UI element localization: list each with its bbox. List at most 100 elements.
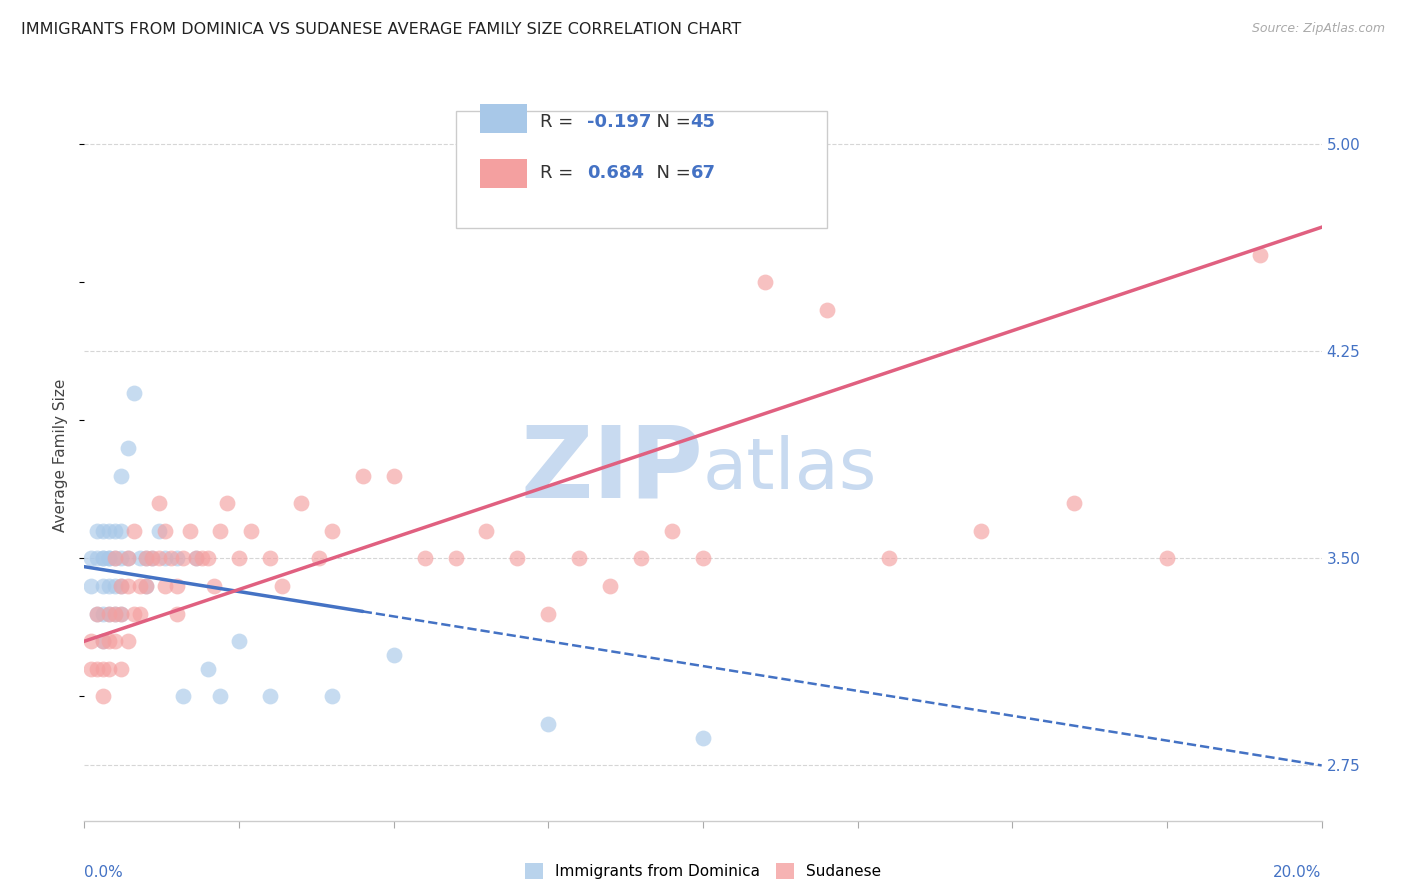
Point — [506, 551, 529, 566]
Point — [209, 690, 232, 704]
Point — [160, 551, 183, 566]
Point — [91, 690, 114, 704]
Point — [172, 690, 194, 704]
Text: N =: N = — [645, 113, 696, 131]
Point — [110, 607, 132, 621]
Point — [79, 662, 101, 676]
Point — [86, 551, 108, 566]
Text: 0.684: 0.684 — [586, 164, 644, 182]
Point — [110, 607, 132, 621]
Point — [110, 468, 132, 483]
Point — [104, 634, 127, 648]
Point — [197, 662, 219, 676]
Point — [117, 634, 139, 648]
Point — [215, 496, 238, 510]
Point — [413, 551, 436, 566]
Point — [692, 731, 714, 745]
Point — [197, 551, 219, 566]
Text: 67: 67 — [690, 164, 716, 182]
Point — [135, 551, 157, 566]
Text: -0.197: -0.197 — [586, 113, 651, 131]
Text: 45: 45 — [690, 113, 716, 131]
Point — [104, 607, 127, 621]
Point — [79, 579, 101, 593]
Point — [444, 551, 467, 566]
FancyBboxPatch shape — [481, 103, 527, 133]
Point — [153, 579, 176, 593]
Point — [191, 551, 214, 566]
Point — [1063, 496, 1085, 510]
Point — [104, 607, 127, 621]
Point — [1156, 551, 1178, 566]
Point — [537, 607, 560, 621]
Point — [98, 579, 121, 593]
Point — [877, 551, 900, 566]
Point — [98, 607, 121, 621]
Point — [382, 468, 405, 483]
Point — [308, 551, 330, 566]
Point — [86, 607, 108, 621]
Point — [104, 551, 127, 566]
Point — [184, 551, 207, 566]
Point — [202, 579, 225, 593]
FancyBboxPatch shape — [481, 159, 527, 188]
Point — [129, 551, 152, 566]
Point — [104, 524, 127, 538]
Text: 0.0%: 0.0% — [84, 864, 124, 880]
Point — [141, 551, 163, 566]
Point — [86, 662, 108, 676]
Point — [692, 551, 714, 566]
Point — [321, 524, 343, 538]
Point — [259, 690, 281, 704]
Point — [290, 496, 312, 510]
Point — [135, 579, 157, 593]
Point — [352, 468, 374, 483]
Point — [209, 524, 232, 538]
Text: Source: ZipAtlas.com: Source: ZipAtlas.com — [1251, 22, 1385, 36]
Point — [122, 607, 145, 621]
Point — [148, 524, 170, 538]
Text: IMMIGRANTS FROM DOMINICA VS SUDANESE AVERAGE FAMILY SIZE CORRELATION CHART: IMMIGRANTS FROM DOMINICA VS SUDANESE AVE… — [21, 22, 741, 37]
Point — [98, 607, 121, 621]
Point — [91, 662, 114, 676]
Point — [86, 524, 108, 538]
Point — [110, 662, 132, 676]
Y-axis label: Average Family Size: Average Family Size — [53, 378, 69, 532]
Point — [382, 648, 405, 662]
Point — [148, 551, 170, 566]
Point — [141, 551, 163, 566]
Text: ZIP: ZIP — [520, 421, 703, 518]
Point — [91, 524, 114, 538]
Point — [79, 634, 101, 648]
Point — [228, 551, 250, 566]
Point — [91, 607, 114, 621]
Point — [240, 524, 263, 538]
FancyBboxPatch shape — [456, 112, 827, 228]
Point — [135, 579, 157, 593]
Point — [153, 551, 176, 566]
Point — [153, 524, 176, 538]
Point — [228, 634, 250, 648]
Point — [110, 579, 132, 593]
Point — [122, 524, 145, 538]
Point — [91, 551, 114, 566]
Text: R =: R = — [540, 164, 579, 182]
Point — [135, 551, 157, 566]
Text: N =: N = — [645, 164, 696, 182]
Text: atlas: atlas — [703, 435, 877, 504]
Point — [117, 551, 139, 566]
Point — [537, 717, 560, 731]
Point — [172, 551, 194, 566]
Point — [91, 579, 114, 593]
Point — [98, 524, 121, 538]
Point — [117, 441, 139, 455]
Point — [259, 551, 281, 566]
Point — [148, 496, 170, 510]
Point — [754, 276, 776, 290]
Point — [599, 579, 621, 593]
Point — [1249, 248, 1271, 262]
Point — [166, 607, 188, 621]
Point — [321, 690, 343, 704]
Point — [970, 524, 993, 538]
Point — [104, 551, 127, 566]
